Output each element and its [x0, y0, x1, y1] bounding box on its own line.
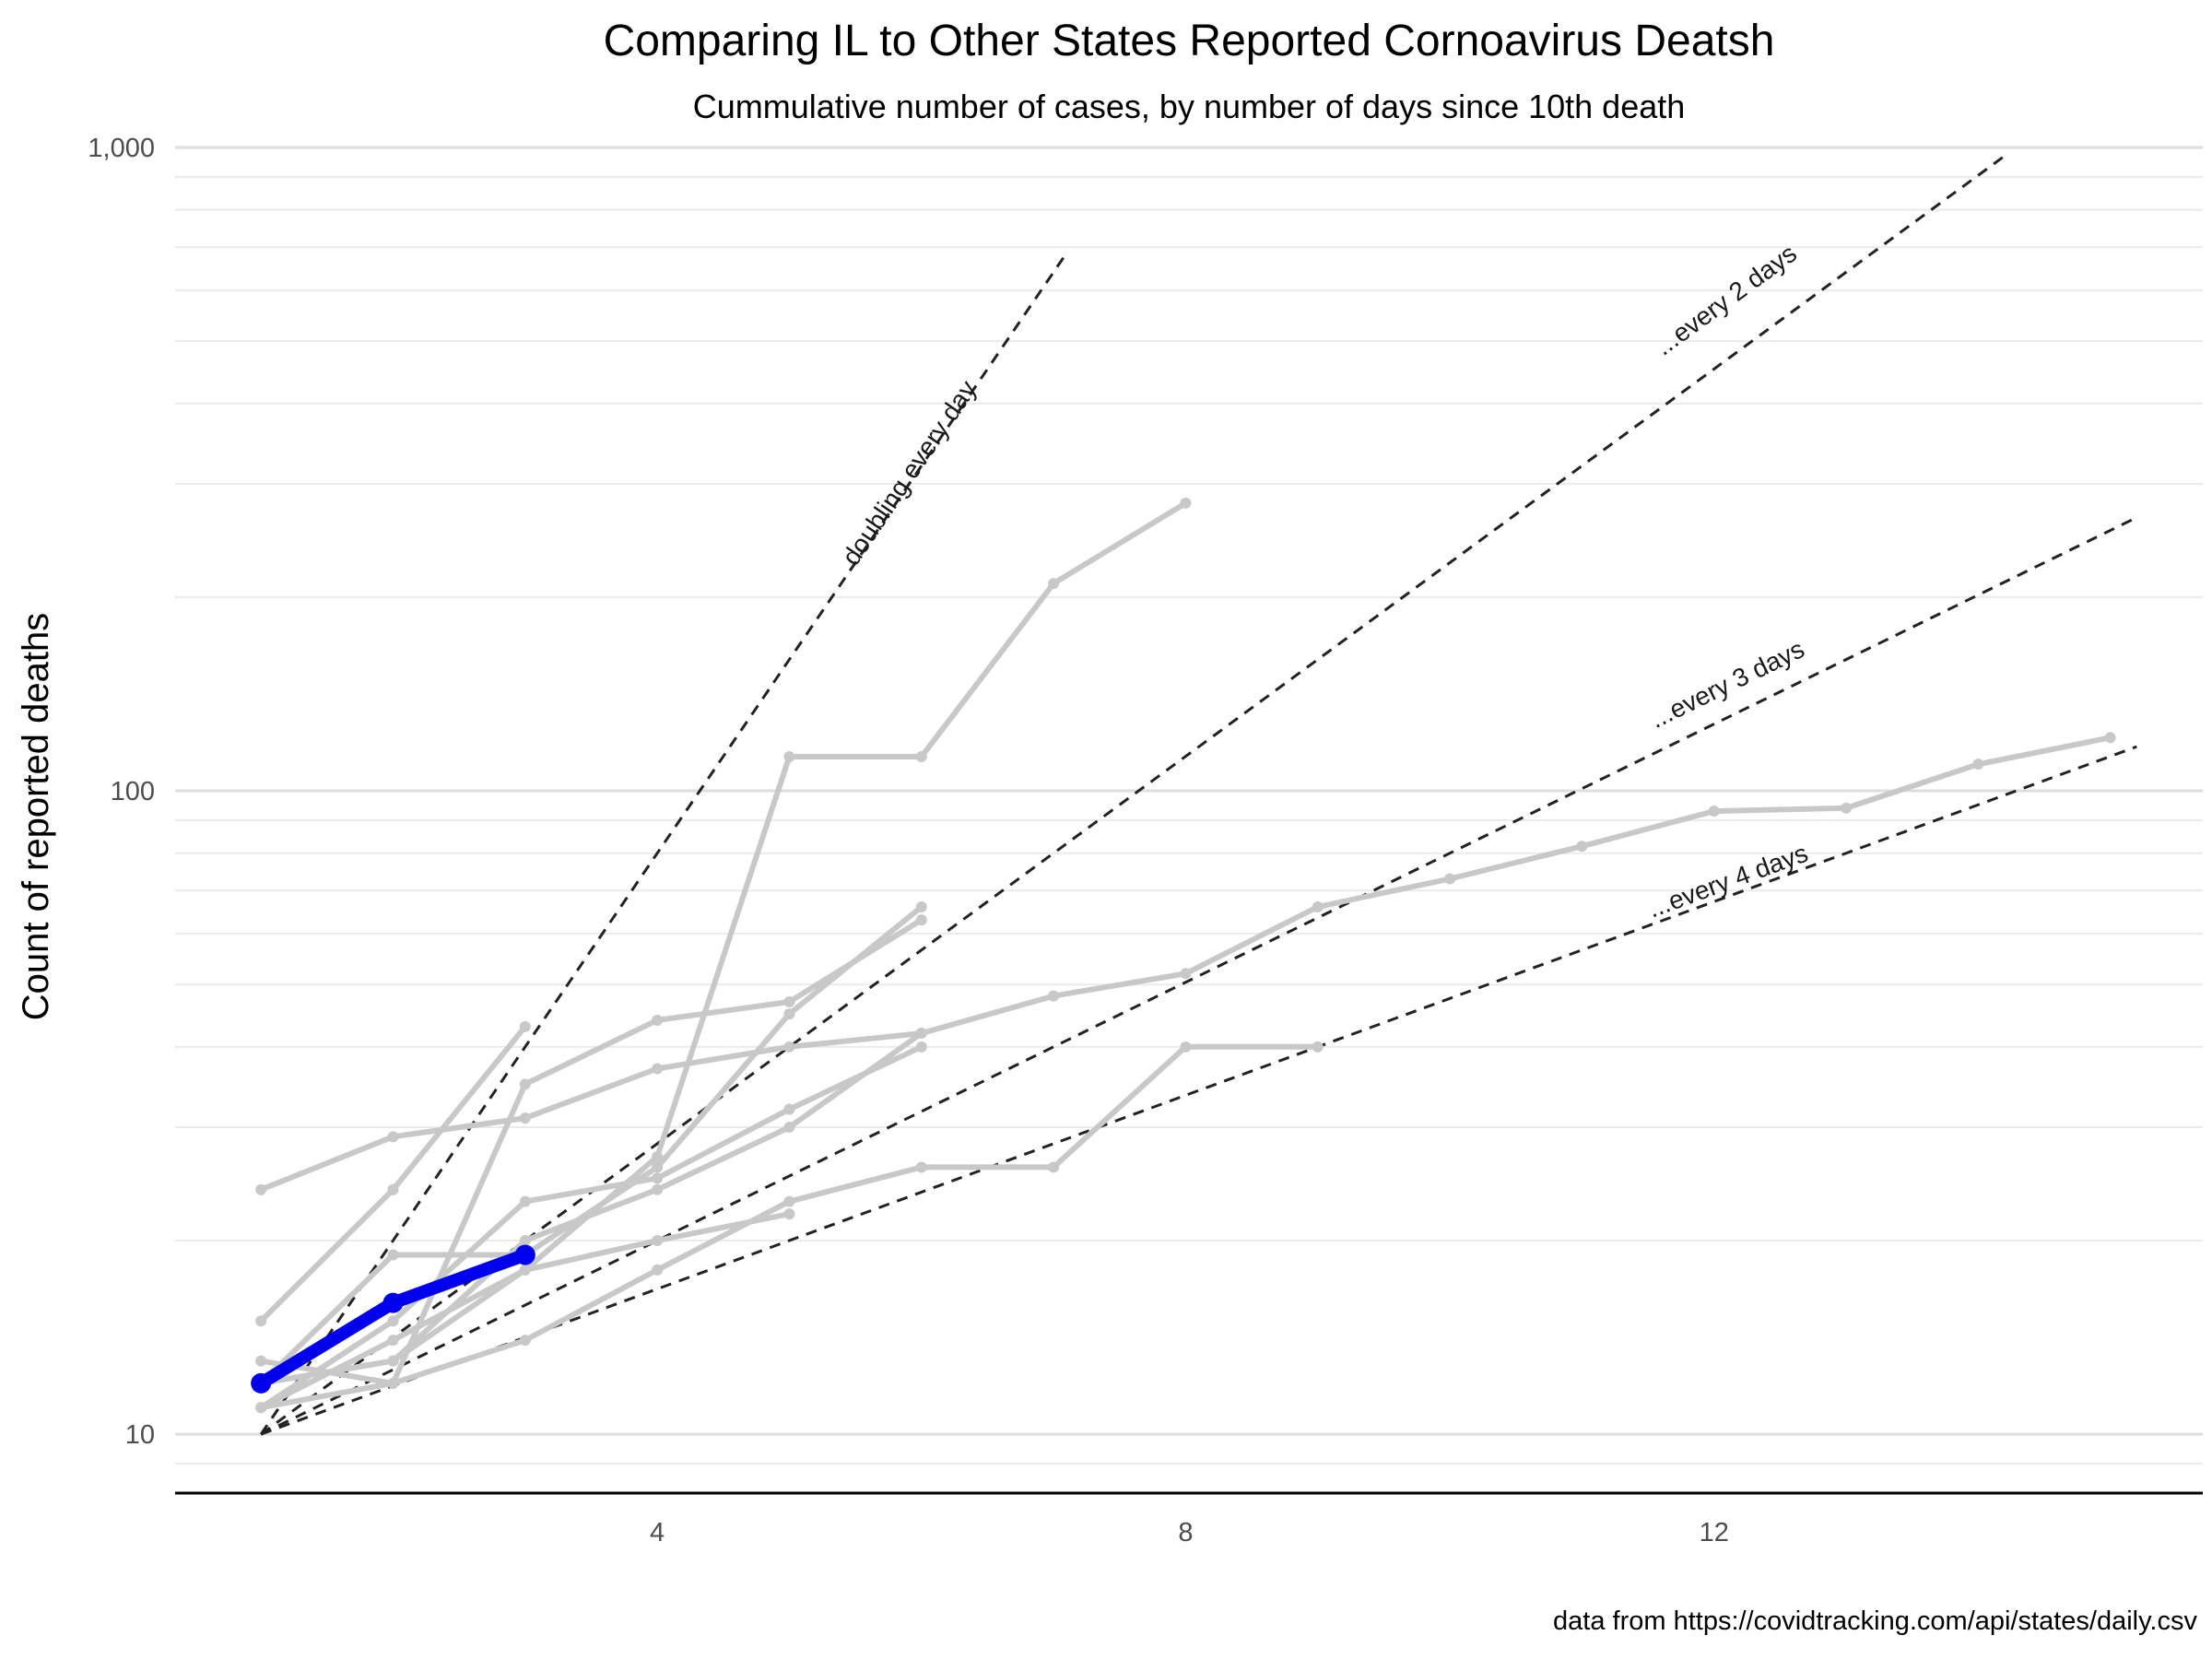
reference-line — [260, 516, 2137, 1436]
reference-line-label: ...every 4 days — [1644, 839, 1812, 924]
state-series-point — [387, 1377, 399, 1389]
state-series-point — [783, 751, 795, 763]
state-series-point — [1180, 968, 1192, 980]
state-series-point — [915, 1028, 927, 1040]
state-series-line — [258, 735, 2113, 1386]
state-series-point — [1972, 759, 1984, 771]
state-series-point — [387, 1131, 399, 1143]
state-series-point — [915, 751, 927, 763]
state-series-point — [387, 1355, 399, 1367]
x-tick-label: 4 — [650, 1518, 665, 1547]
state-series-point — [652, 1172, 664, 1184]
y-tick-label: 10 — [125, 1420, 155, 1450]
state-series-point — [387, 1335, 399, 1347]
state-series-point — [255, 1183, 267, 1195]
reference-line-label: ...every 2 days — [1650, 239, 1802, 361]
state-series-point — [1048, 990, 1060, 1002]
state-series-point — [783, 1195, 795, 1207]
reference-line — [260, 745, 2137, 1436]
state-series-point — [783, 995, 795, 1007]
state-series-point — [1048, 1161, 1060, 1173]
chart-subtitle: Cummulative number of cases, by number o… — [693, 88, 1686, 125]
x-tick-label: 8 — [1178, 1518, 1193, 1547]
state-series-point — [519, 1078, 531, 1090]
state-series-point — [2104, 732, 2116, 744]
state-series-point — [652, 1183, 664, 1195]
state-series-point — [519, 1234, 531, 1246]
state-series-point — [255, 1315, 267, 1327]
state-series-point — [783, 1041, 795, 1053]
y-axis-title: Count of reported deaths — [16, 613, 56, 1021]
state-series-point — [915, 914, 927, 926]
state-series-line — [258, 917, 924, 1386]
state-series-point — [915, 901, 927, 913]
state-series-point — [1708, 806, 1720, 818]
state-series-line — [258, 500, 1189, 1411]
reference-line — [260, 155, 2006, 1436]
state-series-point — [1048, 578, 1060, 590]
chart-caption: data from https://covidtracking.com/api/… — [1553, 1606, 2197, 1636]
x-tick-label: 12 — [1700, 1518, 1729, 1547]
state-series-point — [519, 1112, 531, 1124]
state-series-point — [519, 1335, 531, 1347]
state-series-point — [652, 1161, 664, 1173]
state-series-point — [387, 1315, 399, 1327]
reference-line-label: doubling every day — [836, 375, 982, 571]
state-series-point — [652, 1063, 664, 1075]
state-series-line — [258, 1030, 924, 1193]
state-series-point — [783, 1103, 795, 1115]
state-series-point — [652, 1264, 664, 1276]
state-series-point — [783, 1008, 795, 1020]
state-series-point — [519, 1195, 531, 1207]
state-series-point — [1180, 497, 1192, 509]
state-series-point — [1180, 1041, 1192, 1053]
state-series-point — [255, 1402, 267, 1414]
state-series-point — [783, 1208, 795, 1220]
state-series-point — [783, 1122, 795, 1134]
state-series-point — [387, 1183, 399, 1195]
state-series-point — [1444, 873, 1456, 885]
il-series-point — [382, 1292, 404, 1313]
state-series-point — [915, 1161, 927, 1173]
y-tick-label: 100 — [111, 777, 155, 806]
il-series-point — [514, 1244, 535, 1265]
il-series — [251, 1244, 535, 1394]
reference-line — [259, 252, 1068, 1435]
state-series-point — [915, 1041, 927, 1053]
state-series-line — [258, 1043, 924, 1411]
state-series-point — [519, 1020, 531, 1032]
state-series-point — [652, 1151, 664, 1162]
state-series-line — [258, 1043, 1321, 1411]
il-series-point — [251, 1372, 272, 1394]
state-series-line — [258, 904, 924, 1386]
state-series-point — [519, 1264, 531, 1276]
state-series-point — [652, 1234, 664, 1246]
state-series-point — [652, 1014, 664, 1026]
state-series-point — [387, 1249, 399, 1261]
state-series-point — [1576, 841, 1588, 853]
state-series-point — [1312, 901, 1324, 913]
axes: 4 8 12 10 100 1,000 — [88, 134, 2203, 1547]
y-tick-label: 1,000 — [88, 134, 155, 163]
chart-title: Comparing IL to Other States Reported Co… — [604, 17, 1775, 65]
state-series-point — [1312, 1041, 1324, 1053]
state-series-point — [1841, 802, 1853, 814]
state-series-point — [255, 1355, 267, 1367]
gridlines — [175, 146, 2203, 1465]
state-series — [255, 497, 2116, 1414]
